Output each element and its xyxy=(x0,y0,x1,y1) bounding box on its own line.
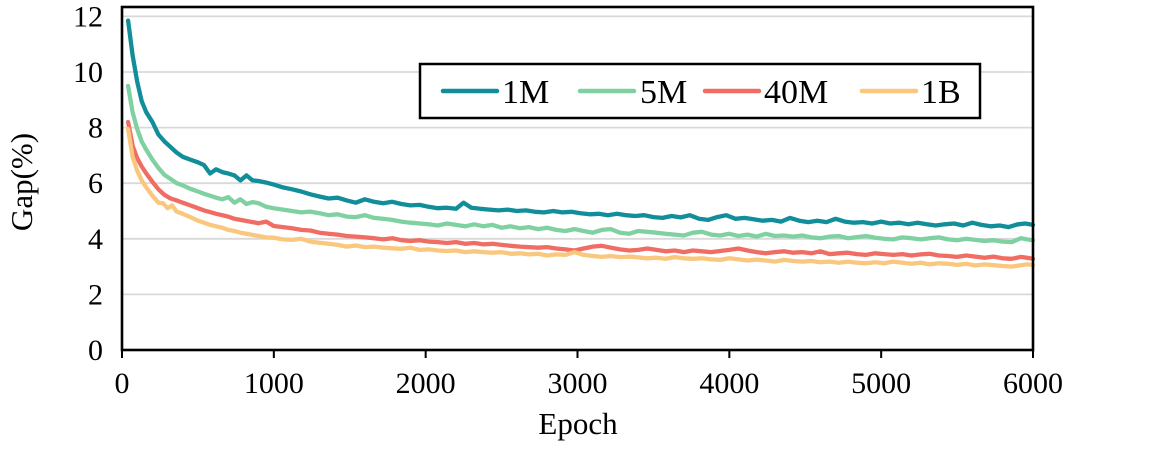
legend-item-5M: 5M xyxy=(577,74,687,111)
y-tick-label: 6 xyxy=(88,167,103,200)
x-tick-label: 6000 xyxy=(1003,367,1063,400)
series-line-40M xyxy=(125,119,1036,261)
y-axis-title: Gap(%) xyxy=(4,133,39,231)
x-axis-title: Epoch xyxy=(538,406,618,441)
x-tick-label: 1000 xyxy=(244,367,304,400)
series-layer xyxy=(125,18,1036,269)
series-line-5M xyxy=(125,83,1036,245)
legend-item-1B: 1B xyxy=(859,74,961,111)
y-tick-label: 8 xyxy=(88,112,103,145)
x-tick-label: 2000 xyxy=(396,367,456,400)
legend: 1M 5M 40M 1B xyxy=(418,62,982,120)
x-tick-label: 3000 xyxy=(548,367,608,400)
axis-layer: 0 1000 2000 3000 4000 5000 6000 0 2 4 6 8 10 12 xyxy=(73,0,1063,400)
legend-item-1M: 1M xyxy=(440,74,549,111)
legend-item-40M: 40M xyxy=(702,74,828,111)
y-tick-label: 2 xyxy=(88,278,103,311)
x-tick-label: 5000 xyxy=(851,367,911,400)
legend-entry-label: 40M xyxy=(764,74,828,111)
legend-entry-label: 1M xyxy=(502,74,549,111)
y-tick-label: 4 xyxy=(88,223,103,256)
series-line-1B xyxy=(125,126,1036,269)
y-tick-label: 12 xyxy=(73,0,103,33)
x-tick-label: 4000 xyxy=(699,367,759,400)
y-tick-label: 0 xyxy=(88,334,103,367)
series-line-1M xyxy=(125,18,1036,230)
x-tick-label: 0 xyxy=(115,367,130,400)
legend-entry-label: 5M xyxy=(640,74,687,111)
legend-entry-label: 1B xyxy=(921,74,961,111)
plot-border xyxy=(120,5,1035,352)
y-tick-label: 10 xyxy=(73,56,103,89)
